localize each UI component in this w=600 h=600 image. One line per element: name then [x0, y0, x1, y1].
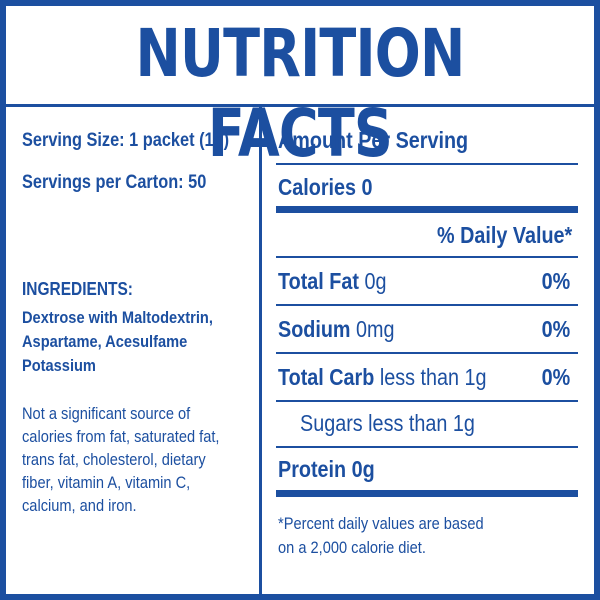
title-divider — [6, 104, 594, 107]
note-line: trans fat, cholesterol, dietary — [22, 450, 206, 469]
ingredients-line: Aspartame, Acesulfame — [22, 332, 188, 351]
nutrient-label: Total Carb — [278, 364, 375, 390]
nutrient-amount: less than 1g — [379, 364, 487, 390]
footnote: *Percent daily values are based on a 2,0… — [278, 512, 484, 560]
rule-thin — [276, 256, 578, 258]
ingredients-list: Dextrose with Maltodextrin, Aspartame, A… — [22, 306, 213, 378]
nutrient-row-total-carb: Total Carb less than 1g — [278, 364, 487, 391]
note-line: fiber, vitamin A, vitamin C, — [22, 473, 191, 492]
ingredients-line: Potassium — [22, 356, 96, 375]
note-line: Not a significant source of — [22, 404, 191, 423]
rule-thin — [276, 163, 578, 165]
servings-per-carton: Servings per Carton: 50 — [22, 172, 207, 193]
disclaimer-note: Not a significant source of calories fro… — [22, 402, 219, 517]
nutrient-pct: 0% — [541, 364, 570, 390]
sugars-row: Sugars less than 1g — [300, 410, 475, 436]
nutrient-row-sodium: Sodium 0mg — [278, 316, 395, 343]
label-title: NUTRITION FACTS — [135, 15, 466, 172]
rule-thin — [276, 352, 578, 354]
nutrient-amount: 0g — [364, 268, 387, 294]
serving-size: Serving Size: 1 packet (1g) — [22, 130, 230, 151]
ingredients-heading: INGREDIENTS: — [22, 279, 133, 299]
amount-per-serving: Amount Per Serving — [278, 127, 469, 153]
footnote-line: on a 2,000 calorie diet. — [278, 538, 426, 557]
column-divider — [259, 107, 262, 594]
rule-thin — [276, 400, 578, 402]
rule-thin — [276, 304, 578, 306]
daily-value-header: % Daily Value* — [436, 222, 572, 248]
nutrient-pct: 0% — [541, 268, 570, 294]
nutrient-label: Total Fat — [278, 268, 359, 294]
rule-thick — [276, 490, 578, 497]
note-line: calcium, and iron. — [22, 496, 137, 515]
nutrient-pct: 0% — [541, 316, 570, 342]
footnote-line: *Percent daily values are based — [278, 514, 484, 533]
note-line: calories from fat, saturated fat, — [22, 427, 220, 446]
nutrient-row-total-fat: Total Fat 0g — [278, 268, 386, 295]
protein-row: Protein 0g — [278, 456, 375, 482]
calories: Calories 0 — [278, 174, 373, 200]
ingredients-line: Dextrose with Maltodextrin, — [22, 308, 213, 327]
nutrient-label: Sodium — [278, 316, 351, 342]
rule-thick — [276, 206, 578, 213]
nutrient-amount: 0mg — [356, 316, 395, 342]
rule-thin — [276, 446, 578, 448]
